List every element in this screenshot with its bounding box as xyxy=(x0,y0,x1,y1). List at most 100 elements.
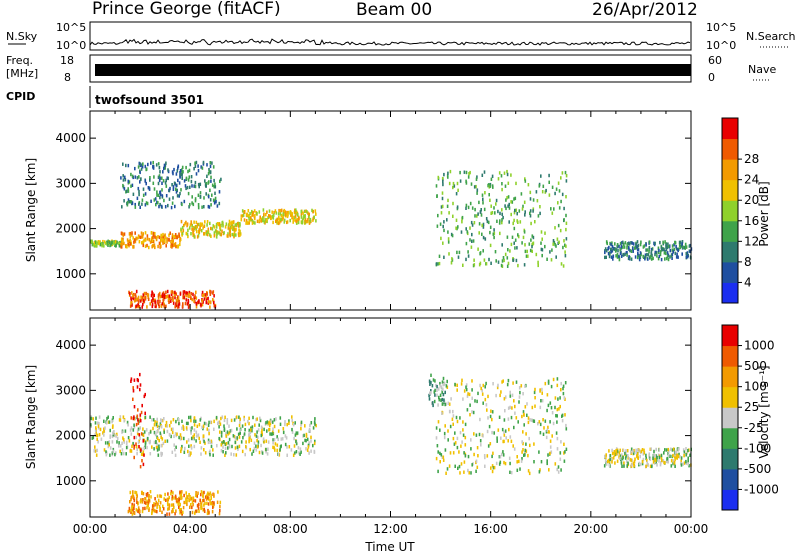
data-cell xyxy=(125,190,127,194)
data-cell xyxy=(625,451,627,455)
data-cell xyxy=(195,305,198,309)
data-cell xyxy=(636,240,639,244)
data-cell xyxy=(448,464,451,468)
data-cell xyxy=(257,428,260,432)
data-cell xyxy=(189,162,192,167)
data-cell xyxy=(177,166,179,170)
data-cell xyxy=(190,446,193,450)
data-cell xyxy=(137,186,140,191)
data-cell xyxy=(179,172,182,176)
data-cell xyxy=(147,162,149,167)
data-cell xyxy=(471,232,473,237)
data-cell xyxy=(533,442,535,446)
data-cell xyxy=(669,255,671,259)
data-cell xyxy=(98,421,100,426)
data-cell xyxy=(128,508,131,513)
data-cell xyxy=(520,192,523,196)
data-cell xyxy=(129,234,132,239)
data-cell xyxy=(630,458,633,462)
data-cell xyxy=(460,462,463,466)
data-cell xyxy=(165,290,167,294)
data-cell xyxy=(184,222,186,226)
data-cell xyxy=(262,208,265,212)
data-cell xyxy=(162,291,165,295)
data-cell xyxy=(193,433,196,437)
data-cell xyxy=(167,503,169,507)
data-cell xyxy=(171,233,174,237)
data-cell xyxy=(200,229,203,233)
data-cell xyxy=(618,244,620,249)
data-cell xyxy=(489,230,491,235)
data-cell xyxy=(510,439,513,443)
data-cell xyxy=(133,511,136,515)
data-cell xyxy=(193,220,195,224)
data-cell xyxy=(310,449,312,453)
data-cell xyxy=(186,494,188,499)
data-cell xyxy=(153,440,156,445)
data-cell xyxy=(197,203,200,207)
data-cell xyxy=(489,414,492,419)
data-cell xyxy=(557,201,559,205)
data-cell xyxy=(487,394,489,399)
data-cell xyxy=(167,296,170,300)
data-cell xyxy=(277,452,280,457)
data-cell xyxy=(138,305,141,309)
data-cell xyxy=(683,245,685,250)
data-cell xyxy=(267,215,269,220)
data-cell xyxy=(433,399,436,404)
data-cell xyxy=(493,465,496,470)
data-cell xyxy=(504,429,507,433)
data-cell xyxy=(171,237,173,242)
data-cell xyxy=(181,444,183,449)
data-cell xyxy=(203,297,206,301)
data-cell xyxy=(161,302,164,306)
data-cell xyxy=(160,494,163,499)
data-cell xyxy=(525,449,528,453)
data-cell xyxy=(503,397,506,401)
data-cell xyxy=(208,431,210,436)
data-cell xyxy=(126,201,128,206)
data-cell xyxy=(560,199,562,204)
data-cell xyxy=(245,444,247,449)
data-cell xyxy=(175,187,177,191)
data-cell xyxy=(556,447,559,451)
data-cell xyxy=(523,263,526,267)
data-cell xyxy=(565,179,568,183)
data-cell xyxy=(133,425,136,429)
data-cell xyxy=(461,440,463,444)
data-cell xyxy=(434,379,436,383)
data-cell xyxy=(544,381,547,386)
data-cell xyxy=(503,418,506,422)
data-cell xyxy=(646,248,649,252)
data-cell xyxy=(437,262,439,266)
data-cell xyxy=(439,451,441,456)
data-cell xyxy=(203,224,205,228)
data-cell xyxy=(279,445,282,449)
data-cell xyxy=(190,444,192,448)
data-cell xyxy=(202,160,205,165)
y-tick-label: 4000 xyxy=(55,338,86,352)
data-cell xyxy=(481,232,483,236)
data-cell xyxy=(268,427,271,432)
data-cell xyxy=(217,490,219,494)
colorbar-tick-label: 500 xyxy=(744,359,767,373)
data-cell xyxy=(150,199,152,203)
data-cell xyxy=(517,263,519,268)
data-cell xyxy=(127,239,130,244)
data-cell xyxy=(627,461,629,465)
data-cell xyxy=(261,430,263,434)
data-cell xyxy=(161,294,163,298)
data-cell xyxy=(545,435,548,440)
data-cell xyxy=(234,436,237,440)
data-cell xyxy=(192,496,195,500)
data-cell xyxy=(474,399,476,403)
data-cell xyxy=(128,439,131,443)
data-cell xyxy=(96,448,98,453)
data-cell xyxy=(160,425,163,429)
data-cell xyxy=(200,505,202,509)
data-cell xyxy=(557,223,560,228)
data-cell xyxy=(641,459,644,464)
data-cell xyxy=(452,409,454,414)
data-cell xyxy=(168,188,171,193)
x-tick-label: 16:00 xyxy=(473,522,508,536)
